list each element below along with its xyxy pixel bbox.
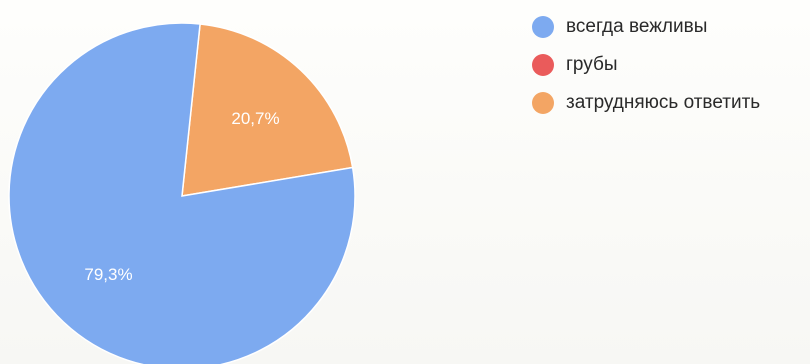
legend-item-hard-to-answer[interactable]: затрудняюсь ответить bbox=[532, 84, 760, 122]
pie-slice[interactable] bbox=[8, 22, 356, 364]
legend-swatch-hard-to-answer bbox=[532, 92, 554, 114]
legend-label: грубы bbox=[566, 54, 618, 75]
legend: всегда вежливы грубы затрудняюсь ответит… bbox=[532, 8, 760, 122]
slice-value-label: 79,3% bbox=[84, 265, 132, 284]
legend-item-rude[interactable]: грубы bbox=[532, 46, 760, 84]
legend-item-always-polite[interactable]: всегда вежливы bbox=[532, 8, 760, 46]
legend-label: всегда вежливы bbox=[566, 16, 708, 37]
legend-swatch-always-polite bbox=[532, 16, 554, 38]
slice-value-label: 20,7% bbox=[231, 109, 279, 128]
legend-label: затрудняюсь ответить bbox=[566, 92, 761, 113]
legend-swatch-rude bbox=[532, 54, 554, 76]
pie-slice[interactable] bbox=[181, 23, 354, 197]
